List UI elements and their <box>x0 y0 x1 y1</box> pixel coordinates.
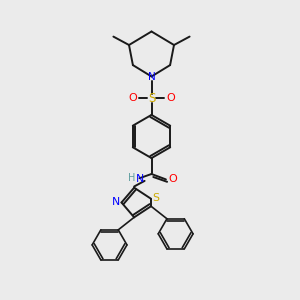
Text: O: O <box>168 174 177 184</box>
Text: H: H <box>128 173 135 183</box>
Text: N: N <box>136 174 144 184</box>
Text: N: N <box>112 197 121 207</box>
Text: O: O <box>128 93 137 103</box>
Text: O: O <box>166 93 175 103</box>
Text: N: N <box>148 71 155 82</box>
Text: S: S <box>153 193 160 203</box>
Text: S: S <box>148 92 155 105</box>
